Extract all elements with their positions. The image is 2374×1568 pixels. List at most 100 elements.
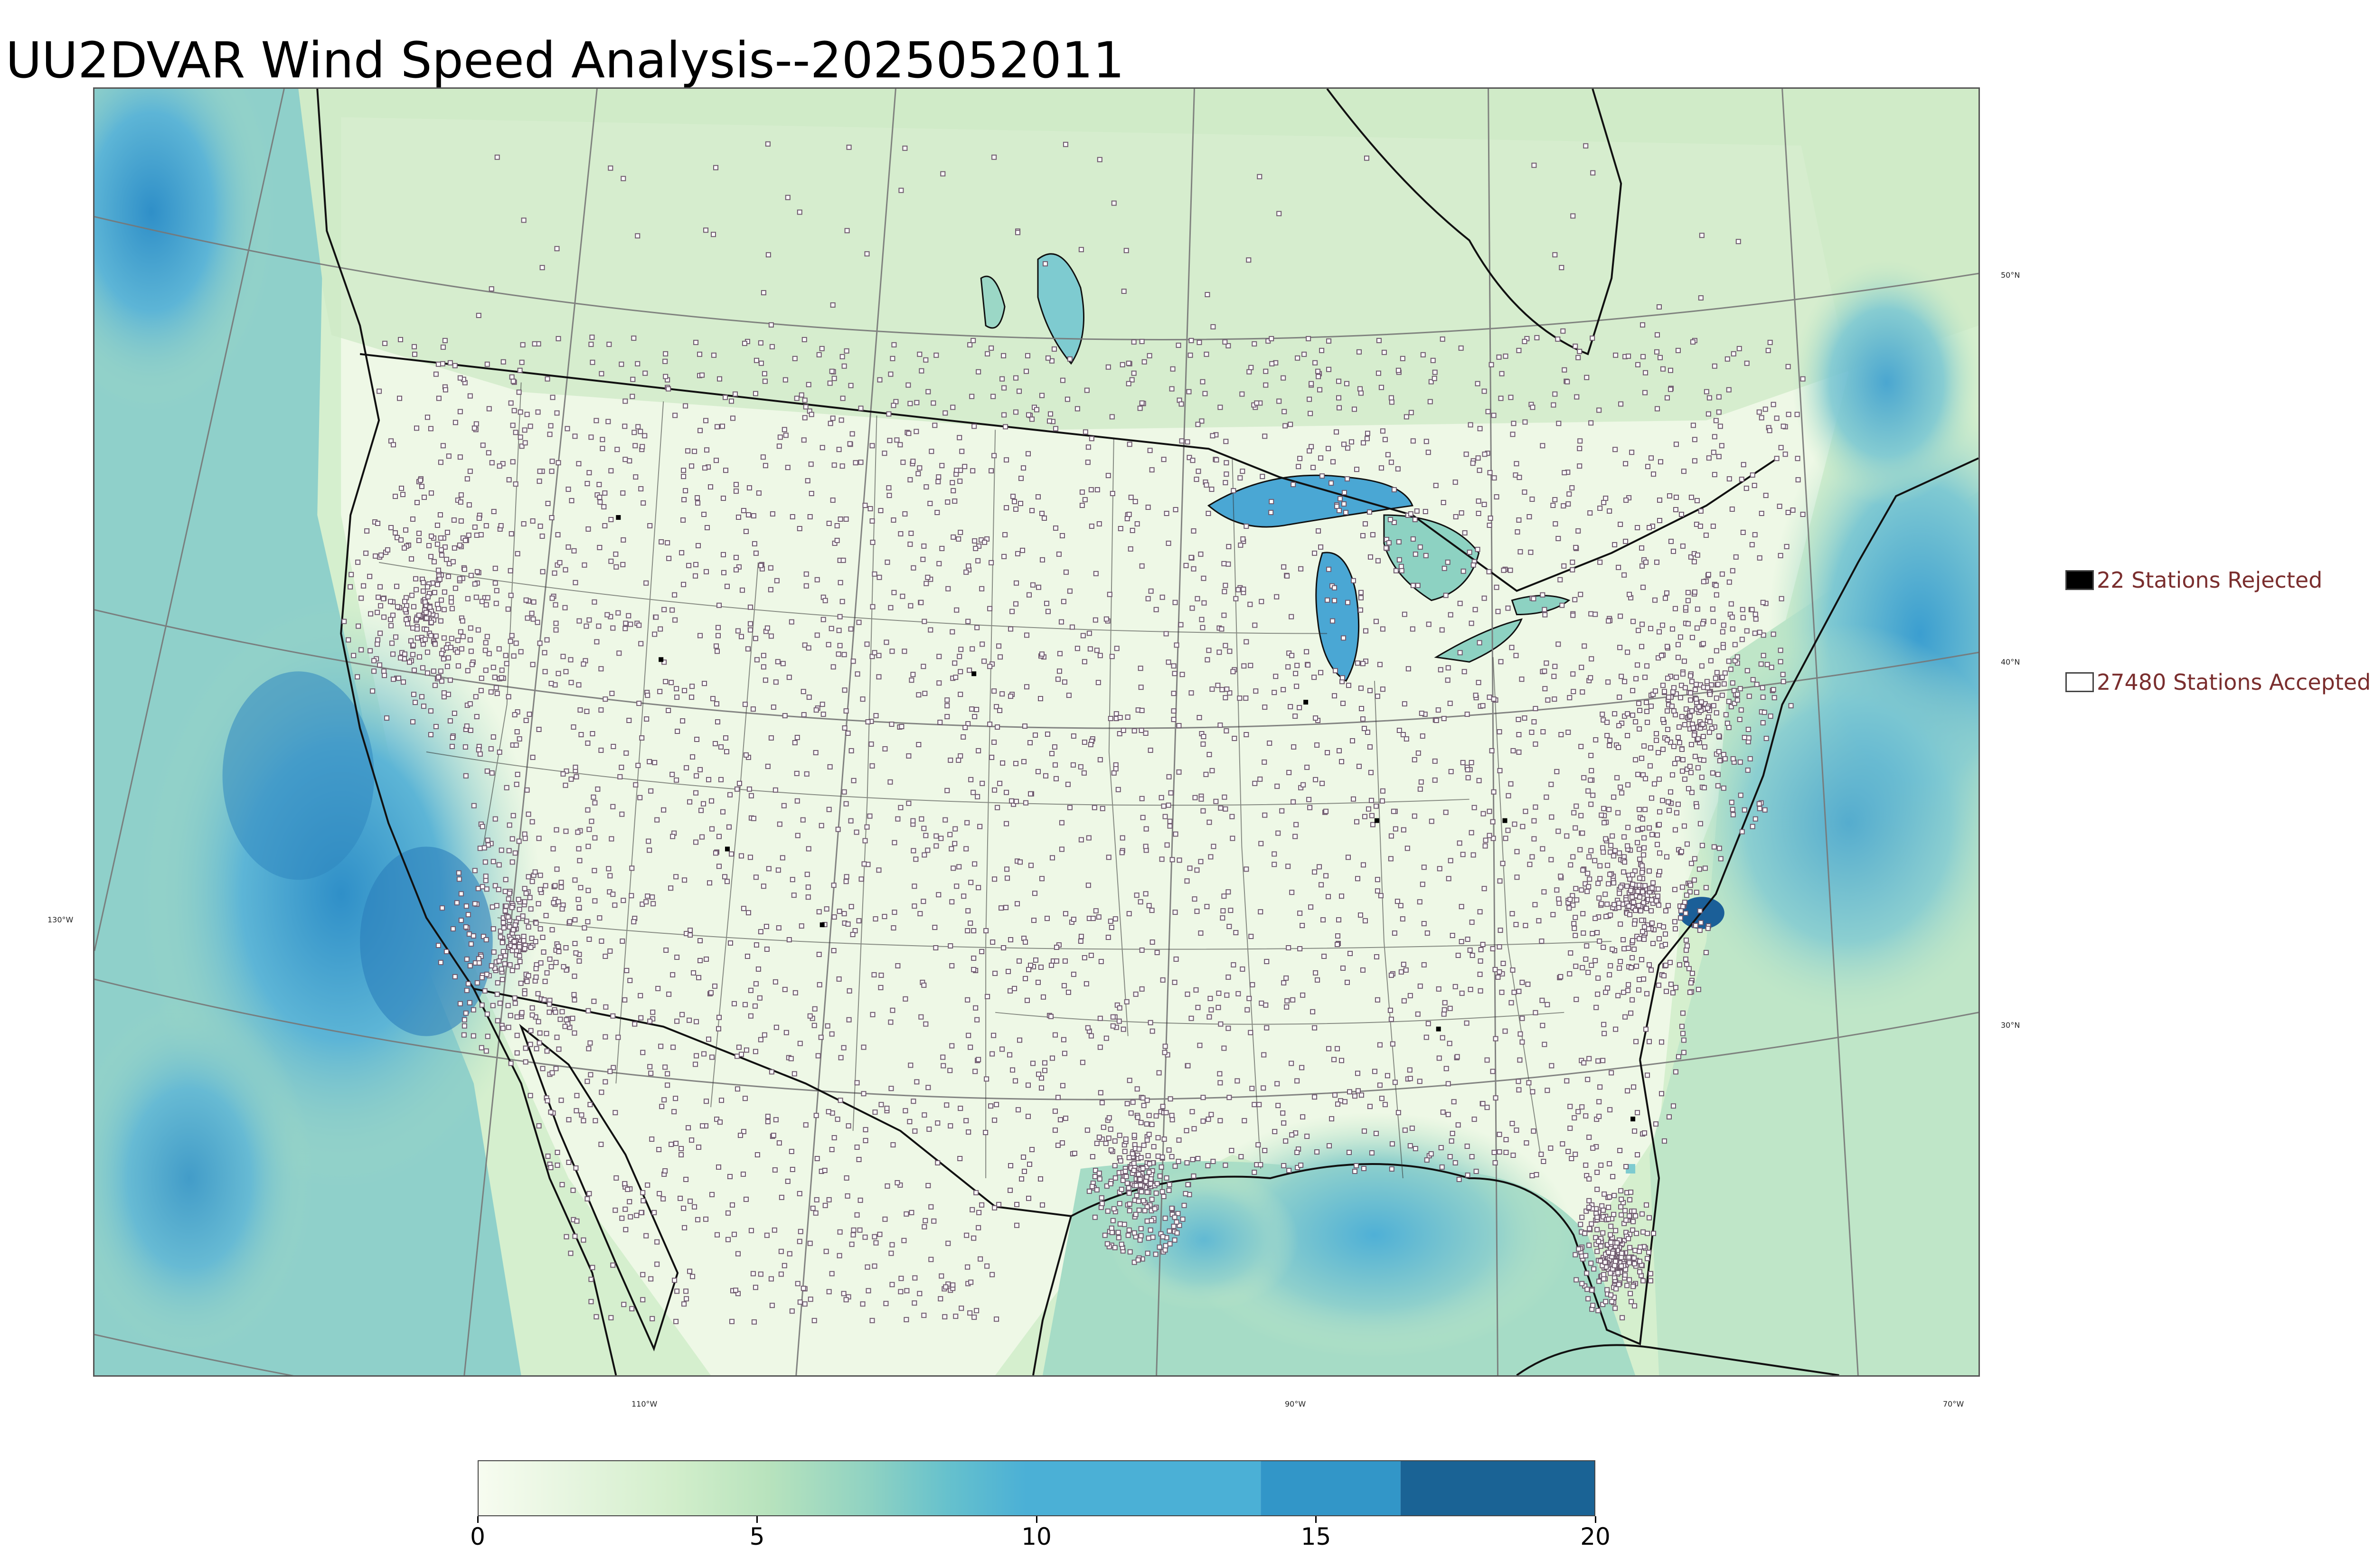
station-marker bbox=[836, 447, 842, 452]
station-marker bbox=[599, 1089, 604, 1095]
station-marker bbox=[600, 446, 605, 451]
station-marker bbox=[1726, 699, 1732, 704]
station-marker bbox=[970, 468, 976, 474]
station-marker bbox=[1669, 772, 1675, 778]
station-marker bbox=[373, 553, 378, 559]
station-marker bbox=[1659, 1039, 1665, 1045]
station-marker bbox=[447, 360, 453, 366]
station-marker bbox=[1596, 895, 1602, 901]
station-marker bbox=[1423, 439, 1429, 444]
station-marker bbox=[1627, 1245, 1633, 1250]
station-marker bbox=[1577, 438, 1583, 444]
accepted-swatch bbox=[2065, 672, 2094, 692]
station-marker bbox=[480, 442, 486, 448]
station-marker bbox=[1138, 1155, 1144, 1161]
station-marker bbox=[740, 1171, 746, 1177]
station-marker bbox=[1490, 1069, 1496, 1074]
station-marker bbox=[1099, 1201, 1105, 1206]
station-marker bbox=[885, 559, 890, 565]
station-marker bbox=[1128, 1110, 1134, 1116]
station-marker bbox=[1192, 795, 1198, 800]
station-marker bbox=[916, 692, 922, 698]
station-marker bbox=[681, 468, 687, 473]
station-marker bbox=[761, 290, 766, 296]
station-marker bbox=[445, 692, 451, 697]
station-marker bbox=[768, 1276, 774, 1282]
station-marker bbox=[568, 680, 574, 685]
station-marker bbox=[857, 1227, 863, 1233]
station-marker bbox=[638, 429, 643, 434]
station-marker bbox=[623, 750, 629, 756]
station-marker bbox=[1373, 1131, 1379, 1136]
station-marker bbox=[1594, 1227, 1600, 1232]
station-marker bbox=[1588, 1260, 1594, 1266]
station-marker bbox=[515, 551, 520, 556]
station-marker bbox=[1581, 930, 1586, 936]
station-marker bbox=[1682, 722, 1687, 728]
station-marker bbox=[1378, 465, 1384, 471]
station-marker bbox=[693, 339, 699, 345]
station-marker bbox=[553, 1009, 558, 1015]
station-marker bbox=[1119, 1241, 1124, 1247]
station-marker bbox=[1313, 777, 1319, 782]
station-marker bbox=[1548, 857, 1554, 863]
station-marker bbox=[612, 1207, 618, 1213]
station-marker bbox=[738, 634, 744, 639]
station-marker bbox=[466, 931, 472, 937]
station-marker bbox=[763, 677, 768, 683]
station-marker bbox=[1651, 471, 1657, 477]
station-marker bbox=[1360, 661, 1366, 667]
station-marker bbox=[900, 593, 905, 599]
station-marker bbox=[451, 517, 457, 523]
station-marker bbox=[1319, 347, 1325, 353]
station-marker bbox=[1200, 379, 1206, 385]
station-marker bbox=[452, 974, 458, 979]
station-marker bbox=[441, 635, 447, 641]
station-marker bbox=[1061, 1037, 1066, 1042]
station-marker bbox=[622, 1206, 628, 1212]
station-marker bbox=[1192, 896, 1197, 902]
station-marker bbox=[966, 563, 971, 569]
station-marker bbox=[937, 720, 943, 725]
station-marker bbox=[1189, 1109, 1195, 1115]
station-marker bbox=[1597, 1084, 1603, 1090]
station-marker bbox=[1356, 763, 1362, 769]
station-marker bbox=[565, 544, 571, 550]
station-marker bbox=[1375, 997, 1380, 1003]
station-marker bbox=[1630, 882, 1636, 887]
station-marker bbox=[1140, 1165, 1146, 1171]
station-marker bbox=[935, 1160, 941, 1165]
station-marker bbox=[683, 488, 688, 494]
station-marker bbox=[1338, 496, 1343, 502]
station-marker bbox=[650, 1316, 655, 1322]
station-marker bbox=[390, 612, 396, 618]
station-marker bbox=[449, 636, 454, 641]
station-marker bbox=[1655, 893, 1661, 899]
station-marker bbox=[1372, 1069, 1377, 1074]
station-marker bbox=[1284, 998, 1290, 1004]
station-marker bbox=[1540, 592, 1545, 598]
station-marker bbox=[1697, 908, 1703, 914]
station-marker bbox=[858, 405, 864, 411]
station-marker bbox=[692, 449, 697, 454]
station-marker bbox=[697, 958, 703, 963]
station-marker bbox=[586, 937, 592, 942]
station-marker bbox=[1647, 525, 1652, 530]
station-marker bbox=[1678, 849, 1684, 854]
station-marker bbox=[1452, 1160, 1458, 1165]
station-marker bbox=[1430, 357, 1436, 363]
station-marker bbox=[1513, 653, 1519, 658]
station-marker bbox=[1177, 857, 1182, 863]
station-marker bbox=[928, 627, 933, 633]
station-marker bbox=[742, 1002, 748, 1007]
station-marker bbox=[854, 1080, 860, 1086]
station-marker bbox=[377, 584, 383, 590]
station-marker bbox=[1261, 1085, 1266, 1091]
station-marker bbox=[1133, 991, 1139, 997]
station-marker bbox=[1625, 732, 1630, 738]
station-marker bbox=[598, 666, 604, 672]
station-marker bbox=[1294, 663, 1300, 668]
station-marker bbox=[1080, 633, 1086, 638]
station-marker bbox=[716, 625, 721, 630]
station-marker bbox=[1103, 1141, 1109, 1146]
